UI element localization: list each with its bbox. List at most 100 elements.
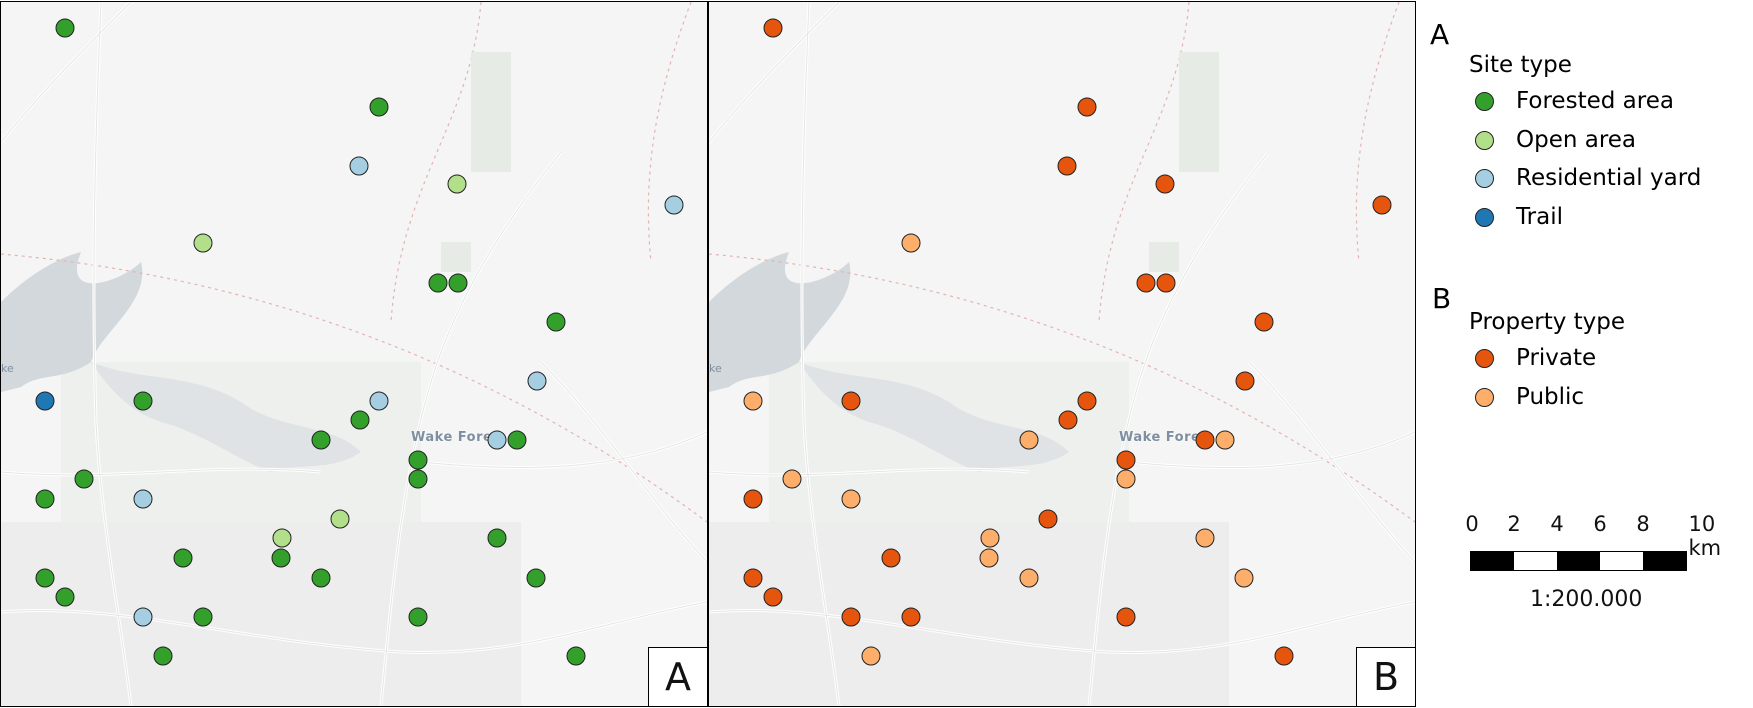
site-marker-private[interactable] <box>881 548 901 568</box>
map-panel-b[interactable]: Wake Fore ke B <box>708 1 1416 707</box>
site-marker-residential[interactable] <box>133 489 153 509</box>
site-marker-forested[interactable] <box>74 469 94 489</box>
site-marker-forested[interactable] <box>428 273 448 293</box>
site-marker-public[interactable] <box>1234 568 1254 588</box>
site-marker-public[interactable] <box>1195 528 1215 548</box>
site-marker-public[interactable] <box>782 469 802 489</box>
site-marker-forested[interactable] <box>408 450 428 470</box>
site-marker-forested[interactable] <box>193 607 213 627</box>
site-marker-forested[interactable] <box>35 489 55 509</box>
site-marker-forested[interactable] <box>311 430 331 450</box>
legend-label-private: Private <box>1516 345 1597 371</box>
lake-label: ke <box>1 362 14 375</box>
site-marker-open[interactable] <box>330 509 350 529</box>
forested-swatch-icon <box>1475 91 1494 111</box>
site-marker-residential[interactable] <box>664 195 684 215</box>
site-marker-forested[interactable] <box>311 568 331 588</box>
legend-label-public: Public <box>1516 384 1585 410</box>
site-marker-forested[interactable] <box>408 607 428 627</box>
site-marker-forested[interactable] <box>173 548 193 568</box>
scale-label-2: 2 <box>1507 512 1521 536</box>
site-marker-forested[interactable] <box>133 391 153 411</box>
site-marker-private[interactable] <box>841 391 861 411</box>
site-marker-public[interactable] <box>841 489 861 509</box>
open-swatch-icon <box>1475 130 1494 150</box>
map-panel-a[interactable]: Wake Fore ke A <box>0 1 708 707</box>
basemap-a <box>1 2 707 706</box>
site-marker-residential[interactable] <box>527 371 547 391</box>
legend-item-residential: Residential yard <box>1475 165 1701 191</box>
site-marker-private[interactable] <box>1235 371 1255 391</box>
site-marker-private[interactable] <box>763 587 783 607</box>
site-marker-forested[interactable] <box>55 587 75 607</box>
legend-item-trail: Trail <box>1475 204 1563 230</box>
site-marker-public[interactable] <box>1019 430 1039 450</box>
site-marker-private[interactable] <box>1274 646 1294 666</box>
site-marker-private[interactable] <box>743 568 763 588</box>
site-marker-forested[interactable] <box>566 646 586 666</box>
site-marker-private[interactable] <box>763 18 783 38</box>
panel-label-b: B <box>1356 647 1415 706</box>
site-marker-private[interactable] <box>1156 273 1176 293</box>
site-marker-private[interactable] <box>1077 391 1097 411</box>
site-marker-private[interactable] <box>1057 156 1077 176</box>
site-marker-forested[interactable] <box>408 469 428 489</box>
site-marker-forested[interactable] <box>507 430 527 450</box>
site-marker-residential[interactable] <box>369 391 389 411</box>
site-marker-residential[interactable] <box>487 430 507 450</box>
legend-item-forested: Forested area <box>1475 88 1674 114</box>
scale-label-6: 6 <box>1593 512 1607 536</box>
site-marker-forested[interactable] <box>35 568 55 588</box>
basemap-b <box>709 2 1415 706</box>
site-marker-private[interactable] <box>1116 450 1136 470</box>
site-marker-public[interactable] <box>901 233 921 253</box>
site-marker-private[interactable] <box>1254 312 1274 332</box>
site-marker-public[interactable] <box>743 391 763 411</box>
site-marker-forested[interactable] <box>350 410 370 430</box>
legend-title-site-type: Site type <box>1469 52 1572 78</box>
site-marker-forested[interactable] <box>526 568 546 588</box>
legend-item-private: Private <box>1475 345 1596 371</box>
site-marker-open[interactable] <box>447 174 467 194</box>
site-marker-public[interactable] <box>1215 430 1235 450</box>
site-marker-private[interactable] <box>841 607 861 627</box>
site-marker-private[interactable] <box>1077 97 1097 117</box>
site-marker-trail[interactable] <box>35 391 55 411</box>
site-marker-forested[interactable] <box>153 646 173 666</box>
legend-item-public: Public <box>1475 384 1584 410</box>
scale-label-0: 0 <box>1465 512 1479 536</box>
site-marker-private[interactable] <box>1195 430 1215 450</box>
site-marker-forested[interactable] <box>448 273 468 293</box>
site-marker-private[interactable] <box>1116 607 1136 627</box>
site-marker-open[interactable] <box>272 528 292 548</box>
site-marker-public[interactable] <box>1116 469 1136 489</box>
legend-label-open: Open area <box>1516 127 1637 153</box>
site-marker-public[interactable] <box>861 646 881 666</box>
scale-bar <box>1470 551 1687 571</box>
site-marker-residential[interactable] <box>133 607 153 627</box>
place-label-wake-forest: Wake Fore <box>1119 430 1201 445</box>
site-marker-private[interactable] <box>1038 509 1058 529</box>
site-marker-forested[interactable] <box>487 528 507 548</box>
site-marker-private[interactable] <box>1155 174 1175 194</box>
trail-swatch-icon <box>1475 207 1494 227</box>
site-marker-private[interactable] <box>743 489 763 509</box>
legend-label-forested: Forested area <box>1516 88 1674 114</box>
site-marker-forested[interactable] <box>271 548 291 568</box>
lake-label: ke <box>709 362 722 375</box>
site-marker-private[interactable] <box>1372 195 1392 215</box>
legend-title-property-type: Property type <box>1469 309 1626 335</box>
site-marker-public[interactable] <box>1019 568 1039 588</box>
site-marker-forested[interactable] <box>55 18 75 38</box>
site-marker-residential[interactable] <box>349 156 369 176</box>
site-marker-forested[interactable] <box>369 97 389 117</box>
site-marker-forested[interactable] <box>546 312 566 332</box>
site-marker-public[interactable] <box>979 548 999 568</box>
site-marker-public[interactable] <box>980 528 1000 548</box>
site-marker-private[interactable] <box>901 607 921 627</box>
scale-ratio: 1:200.000 <box>1530 587 1643 612</box>
scale-label-4: 4 <box>1550 512 1564 536</box>
site-marker-private[interactable] <box>1058 410 1078 430</box>
site-marker-private[interactable] <box>1136 273 1156 293</box>
site-marker-open[interactable] <box>193 233 213 253</box>
